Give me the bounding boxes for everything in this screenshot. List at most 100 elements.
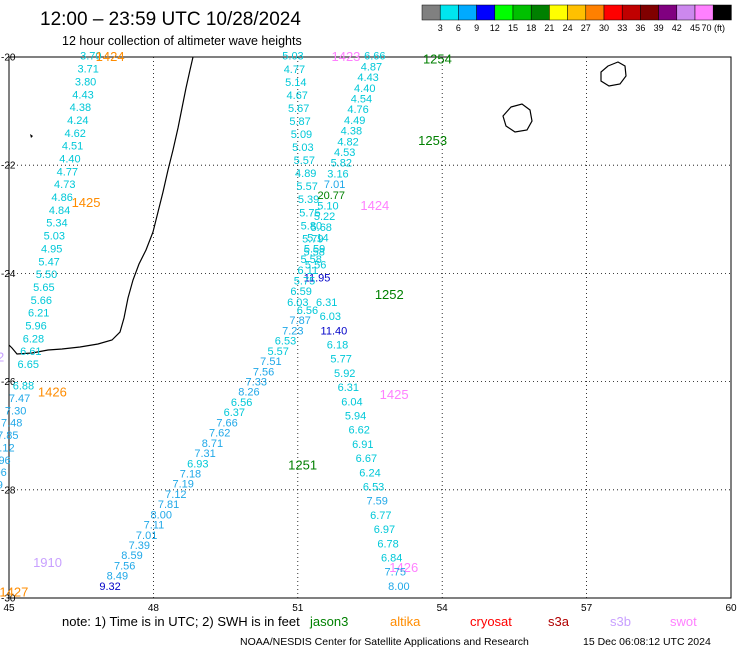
colorbar-swatch <box>549 4 568 21</box>
wave-height-value: 5.56 <box>305 259 326 271</box>
track-pass-label: 1424 <box>96 49 125 64</box>
colorbar-swatch <box>512 4 532 21</box>
wave-height-value: 6.62 <box>348 425 369 437</box>
colorbar-swatch <box>640 4 659 21</box>
colorbar-label: 9 <box>474 23 479 33</box>
wave-height-value: 6.88 <box>13 381 34 393</box>
wave-height-value: 4.24 <box>67 115 88 127</box>
wave-height-value: 7.66 <box>216 417 237 429</box>
track-pass-label: 1424 <box>360 198 389 213</box>
altimeter-tracks: 3.703.713.804.434.384.244.624.514.404.77… <box>0 49 452 600</box>
colorbar-label: 3 <box>438 23 443 33</box>
wave-height-value: 8.59 <box>121 550 142 562</box>
wave-height-value: 6.78 <box>377 538 398 550</box>
footer-note: note: 1) Time is in UTC; 2) SWH is in fe… <box>62 614 300 629</box>
colorbar-label: 42 <box>672 23 682 33</box>
wave-height-value: 4.40 <box>59 153 80 165</box>
wave-height-value: 7.31 <box>194 448 215 460</box>
track-pass-label: 1252 <box>375 287 404 302</box>
wave-height-value: 7.19 <box>172 479 193 491</box>
track-pass-label: 1427 <box>0 585 28 600</box>
wave-height-value: 5.58 <box>300 254 321 266</box>
wave-height-value: 8.71 <box>202 438 223 450</box>
colorbar-label: 27 <box>581 23 591 33</box>
wave-height-value: 5.57 <box>294 155 315 167</box>
wave-height-value: 6.11 <box>298 265 319 277</box>
legend-entry: swot <box>670 614 697 629</box>
wave-height-value: 4.67 <box>287 90 308 102</box>
wave-height-value: 5.65 <box>33 282 54 294</box>
wave-height-value: 6.53 <box>363 481 384 493</box>
wave-height-value: 11.40 <box>321 325 348 337</box>
wave-height-value: 6.31 <box>338 382 359 394</box>
wave-height-value: 3.80 <box>75 76 96 88</box>
wave-height-value: 4.76 <box>347 104 368 116</box>
wave-height-value: 5.10 <box>317 201 338 213</box>
track-pass-label: 1425 <box>380 387 409 402</box>
wave-height-value: 8.00 <box>151 509 172 521</box>
wave-height-value: 3.70 <box>80 51 101 63</box>
colorbar-swatch <box>439 4 459 21</box>
wave-height-value: 6.93 <box>187 458 208 470</box>
lon-tick-label: 60 <box>725 603 737 614</box>
colorbar-swatch <box>658 4 678 21</box>
wave-height-value: 5.59 <box>304 243 325 255</box>
wave-height-value: 6.59 <box>290 286 311 298</box>
wave-height-value: 5.80 <box>301 220 322 232</box>
colorbar-label: 33 <box>617 23 627 33</box>
colorbar-label: 21 <box>544 23 554 33</box>
wave-height-value: 11.95 <box>304 273 331 285</box>
mauritius-island <box>502 103 533 133</box>
legend-entry: s3b <box>610 614 631 629</box>
colorbar-swatch <box>494 4 514 21</box>
wave-height-value: 6.03 <box>320 311 341 323</box>
wave-height-value: 7.87 <box>289 315 310 327</box>
wave-height-value: 5.79 <box>302 233 323 245</box>
wave-height-value: 6.77 <box>370 510 391 522</box>
wave-height-value: 5.03 <box>282 51 303 63</box>
wave-height-value: 6.56 <box>297 305 318 317</box>
figure-title: 12:00 – 23:59 UTC 10/28/2024 <box>40 9 301 30</box>
colorbar-label: 36 <box>635 23 645 33</box>
colorbar-label: 12 <box>490 23 500 33</box>
colorbar-label: 45 <box>690 23 700 33</box>
legend-entry: altika <box>390 614 421 629</box>
wave-height-value: 7.33 <box>246 377 267 389</box>
wave-height-value: 4.77 <box>284 64 305 76</box>
wave-height-value: 8.00 <box>388 581 409 593</box>
legend-entry: jason3 <box>309 614 348 629</box>
wave-height-value: 6.61 <box>20 346 41 358</box>
wave-height-value: 6.18 <box>327 339 348 351</box>
wave-height-value: 4.53 <box>334 147 355 159</box>
wave-height-value: 20.77 <box>318 190 346 202</box>
wave-height-value: 5.58 <box>304 246 325 258</box>
madagascar-coastline <box>8 56 194 355</box>
colorbar-swatch <box>530 4 550 21</box>
wave-height-value: 8.06 <box>0 467 7 479</box>
wave-height-value: 9.32 <box>99 581 120 593</box>
wave-height-value: 7.56 <box>114 560 135 572</box>
wave-height-value: 5.87 <box>289 116 310 128</box>
wave-height-value: 7.01 <box>136 530 157 542</box>
colorbar-swatch <box>676 4 696 21</box>
figure-subtitle: 12 hour collection of altimeter wave hei… <box>62 34 302 48</box>
colorbar-swatch <box>458 4 477 21</box>
wave-height-value: 5.92 <box>334 368 355 380</box>
wave-height-value: 4.43 <box>72 89 93 101</box>
wave-height-value: 6.31 <box>316 297 337 309</box>
footer-credit: NOAA/NESDIS Center for Satellite Applica… <box>240 636 529 648</box>
footer-timestamp: 15 Dec 06:08:12 UTC 2024 <box>583 636 711 648</box>
wave-height-value: 8.49 <box>107 571 128 583</box>
track-pass-label: 1426 <box>38 384 67 399</box>
wave-height-value: 4.95 <box>41 243 62 255</box>
wave-height-value: 7.56 <box>253 366 274 378</box>
colorbar-swatch <box>603 4 623 21</box>
wave-height-value: 5.14 <box>307 233 328 245</box>
wave-height-value: 7.96 <box>0 455 11 467</box>
wave-height-value: 4.54 <box>351 94 372 106</box>
wave-height-value: 5.75 <box>299 207 320 219</box>
wave-height-value: 8.49 <box>0 479 3 491</box>
colorbar-label: 15 <box>508 23 518 33</box>
lon-tick-label: 51 <box>292 603 304 614</box>
wave-height-value: 5.14 <box>285 77 306 89</box>
